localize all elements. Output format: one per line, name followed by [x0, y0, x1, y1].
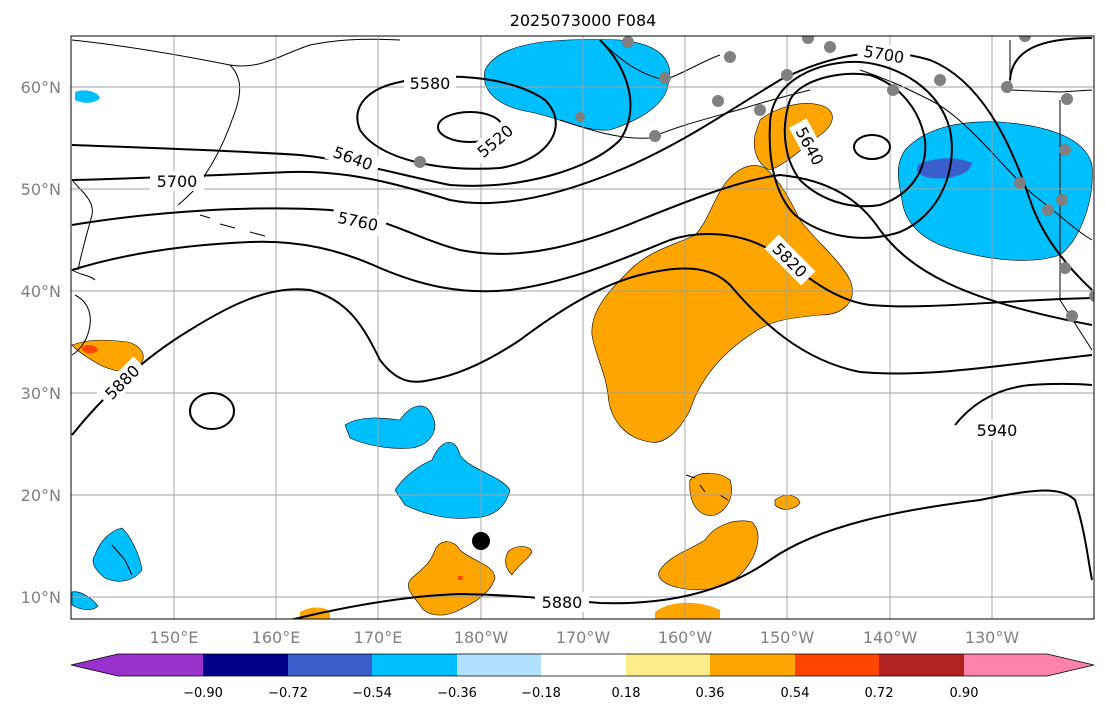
lon-label: 160°W [658, 628, 713, 647]
contour-label: 5580 [410, 74, 451, 93]
lon-label: 150°W [760, 628, 815, 647]
colorbar-tick: 0.72 [865, 686, 894, 701]
colorbar-tick: 0.54 [781, 686, 810, 701]
colorbar-extend-high [1047, 654, 1094, 676]
map-area: 5580 5520 5640 5700 5760 5820 5640 5700 … [71, 36, 1094, 619]
lat-label: 40°N [21, 282, 61, 301]
colorbar-tick: 0.36 [696, 686, 725, 701]
colorbar: −0.90 −0.72 −0.54 −0.36 −0.18 0.18 0.36 … [70, 653, 1095, 701]
colorbar-segment [288, 654, 372, 676]
colorbar-tick: 0.90 [950, 686, 979, 701]
anomaly-fill-negative [71, 39, 1093, 610]
lon-label: 170°W [556, 628, 611, 647]
colorbar-tick-labels: −0.90 −0.72 −0.54 −0.36 −0.18 0.18 0.36 … [183, 686, 978, 701]
contour-label: 5700 [157, 172, 198, 191]
colorbar-extend-low [71, 654, 118, 676]
latitude-labels: 60°N 50°N 40°N 30°N 20°N 10°N [21, 78, 61, 607]
colorbar-segment [879, 654, 964, 676]
contour-label: 5940 [977, 421, 1018, 440]
colorbar-segment [457, 654, 541, 676]
lat-label: 60°N [21, 78, 61, 97]
map-frame [70, 35, 1095, 620]
height-contours [71, 37, 1093, 619]
lon-label: 130°W [965, 628, 1020, 647]
colorbar-segment [795, 654, 879, 676]
contour-label: 5880 [542, 593, 583, 612]
lat-label: 20°N [21, 486, 61, 505]
colorbar-segments [71, 654, 1094, 676]
colorbar-tick: −0.90 [183, 686, 223, 701]
colorbar-tick: −0.72 [268, 686, 308, 701]
colorbar-tick: −0.54 [352, 686, 392, 701]
colorbar-segment [626, 654, 710, 676]
contour-5580 [356, 75, 557, 170]
colorbar-tick: −0.18 [521, 686, 561, 701]
lat-label: 30°N [21, 384, 61, 403]
lon-label: 160°E [252, 628, 301, 647]
colorbar-segment [372, 654, 457, 676]
lon-label: 180°W [454, 628, 509, 647]
colorbar-outline [70, 653, 1095, 677]
map-title: 2025073000 F084 [510, 11, 657, 30]
colorbar-segment [203, 654, 288, 676]
colorbar-segment [964, 654, 1047, 676]
colorbar-segment [118, 654, 203, 676]
colorbar-segment [710, 654, 795, 676]
lat-label: 10°N [21, 588, 61, 607]
lon-label: 170°E [354, 628, 403, 647]
longitude-labels: 150°E 160°E 170°E 180°W 170°W 160°W 150°… [150, 628, 1020, 647]
lat-label: 50°N [21, 180, 61, 199]
station-markers [414, 36, 1094, 322]
lon-label: 150°E [150, 628, 199, 647]
colorbar-tick: −0.36 [437, 686, 477, 701]
graticule [71, 36, 1094, 619]
storm-center-marker [472, 532, 490, 550]
lon-label: 140°W [863, 628, 918, 647]
colorbar-tick: 0.18 [612, 686, 641, 701]
colorbar-segment [541, 654, 626, 676]
